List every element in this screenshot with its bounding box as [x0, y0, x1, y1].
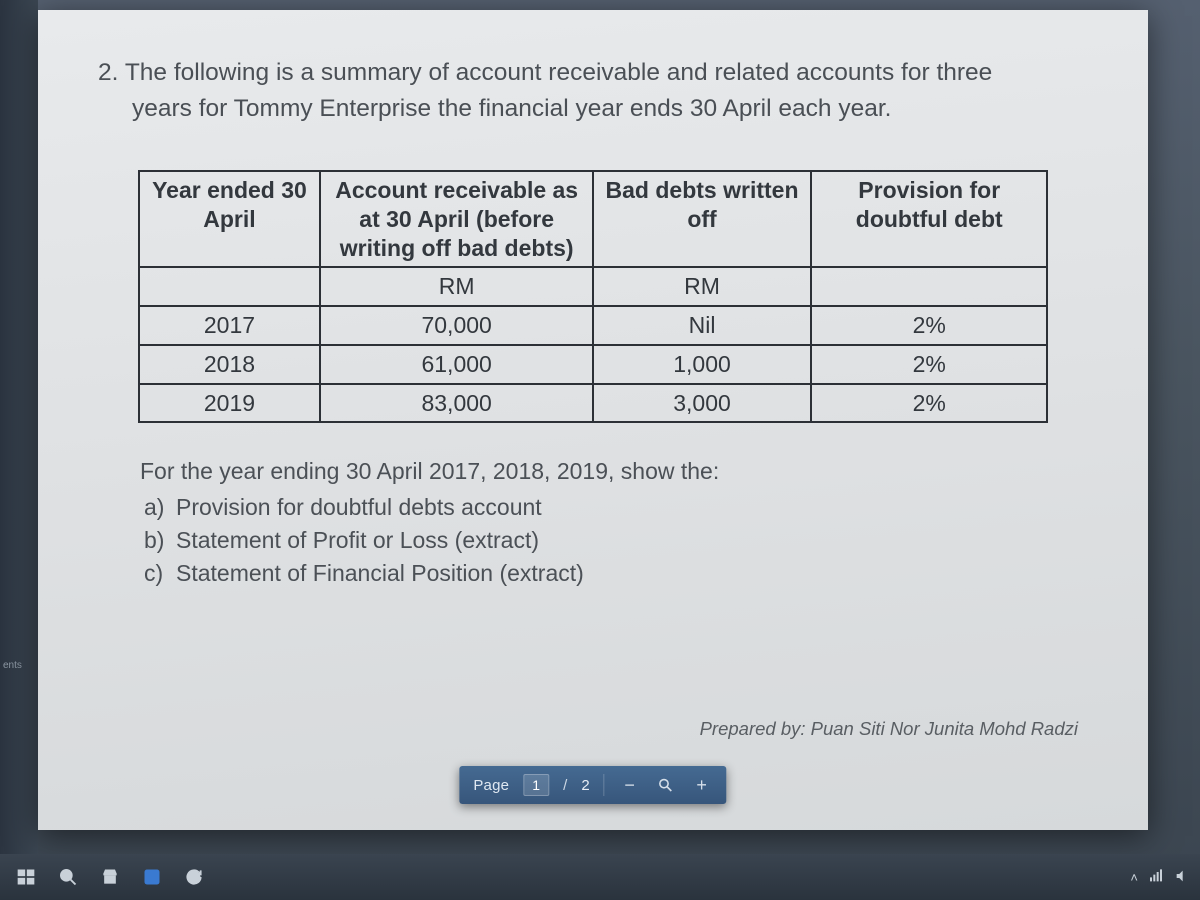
cell-prov: 2%	[811, 384, 1047, 423]
unit-c4	[811, 267, 1047, 306]
tray-volume-icon[interactable]	[1174, 868, 1190, 887]
cell-prov: 2%	[811, 345, 1047, 384]
refresh-icon[interactable]	[178, 861, 210, 893]
col-header-baddebts: Bad debts written off	[593, 171, 811, 267]
col-header-year: Year ended 30 April	[139, 171, 321, 267]
zoom-search-icon[interactable]	[655, 774, 677, 796]
receivables-table: Year ended 30 April Account receivable a…	[138, 170, 1049, 423]
table-unit-row: RM RM	[139, 267, 1048, 306]
current-page-input[interactable]	[523, 774, 549, 796]
cell-year: 2018	[139, 345, 321, 384]
cell-recv: 83,000	[320, 384, 593, 423]
document-page: 2. The following is a summary of account…	[38, 10, 1148, 830]
page-slash: /	[563, 777, 567, 794]
col-header-provision: Provision for doubtful debt	[811, 171, 1047, 267]
cell-prov: 2%	[811, 306, 1047, 345]
edge-faded-text: ents	[3, 660, 22, 671]
item-text: Statement of Profit or Loss (extract)	[176, 527, 539, 553]
nav-separator	[604, 774, 605, 796]
unit-c3: RM	[593, 267, 811, 306]
taskbar: ˄	[0, 854, 1200, 900]
instructions-lead: For the year ending 30 April 2017, 2018,…	[140, 455, 1088, 488]
question-line-2: years for Tommy Enterprise the financial…	[98, 91, 1088, 127]
item-letter: b)	[144, 524, 176, 557]
item-text: Statement of Financial Position (extract…	[176, 560, 584, 586]
page-label: Page	[473, 777, 509, 794]
table-row: 2019 83,000 3,000 2%	[139, 384, 1048, 423]
unit-c2: RM	[320, 267, 593, 306]
table-header-row: Year ended 30 April Account receivable a…	[139, 171, 1048, 267]
table-row: 2018 61,000 1,000 2%	[139, 345, 1048, 384]
cell-year: 2019	[139, 384, 321, 423]
instructions-block: For the year ending 30 April 2017, 2018,…	[140, 455, 1088, 590]
zoom-in-button[interactable]: +	[691, 774, 713, 796]
instruction-item: b)Statement of Profit or Loss (extract)	[140, 524, 1088, 557]
app-icon[interactable]	[136, 861, 168, 893]
desktop-left-edge: ents	[0, 0, 38, 854]
item-letter: c)	[144, 557, 176, 590]
instruction-item: a)Provision for doubtful debts account	[140, 491, 1088, 524]
cell-year: 2017	[139, 306, 321, 345]
pdf-page-nav: Page / 2 − +	[459, 766, 726, 804]
cell-bad: Nil	[593, 306, 811, 345]
item-letter: a)	[144, 491, 176, 524]
tray-network-icon[interactable]	[1148, 868, 1164, 887]
cell-recv: 61,000	[320, 345, 593, 384]
cell-recv: 70,000	[320, 306, 593, 345]
col-header-receivable: Account receivable as at 30 April (befor…	[320, 171, 593, 267]
start-icon[interactable]	[10, 861, 42, 893]
question-text: 2. The following is a summary of account…	[98, 55, 1088, 126]
search-icon[interactable]	[52, 861, 84, 893]
prepared-by: Prepared by: Puan Siti Nor Junita Mohd R…	[700, 718, 1078, 740]
table-row: 2017 70,000 Nil 2%	[139, 306, 1048, 345]
question-line-1: The following is a summary of account re…	[125, 59, 992, 86]
tray-chevron-up-icon[interactable]: ˄	[1130, 870, 1138, 885]
system-tray: ˄	[1130, 868, 1190, 887]
cell-bad: 3,000	[593, 384, 811, 423]
total-pages: 2	[581, 777, 589, 794]
unit-c1	[139, 267, 321, 306]
zoom-out-button[interactable]: −	[619, 774, 641, 796]
cell-bad: 1,000	[593, 345, 811, 384]
store-icon[interactable]	[94, 861, 126, 893]
item-text: Provision for doubtful debts account	[176, 494, 542, 520]
instruction-item: c)Statement of Financial Position (extra…	[140, 557, 1088, 590]
question-number: 2.	[98, 59, 118, 86]
